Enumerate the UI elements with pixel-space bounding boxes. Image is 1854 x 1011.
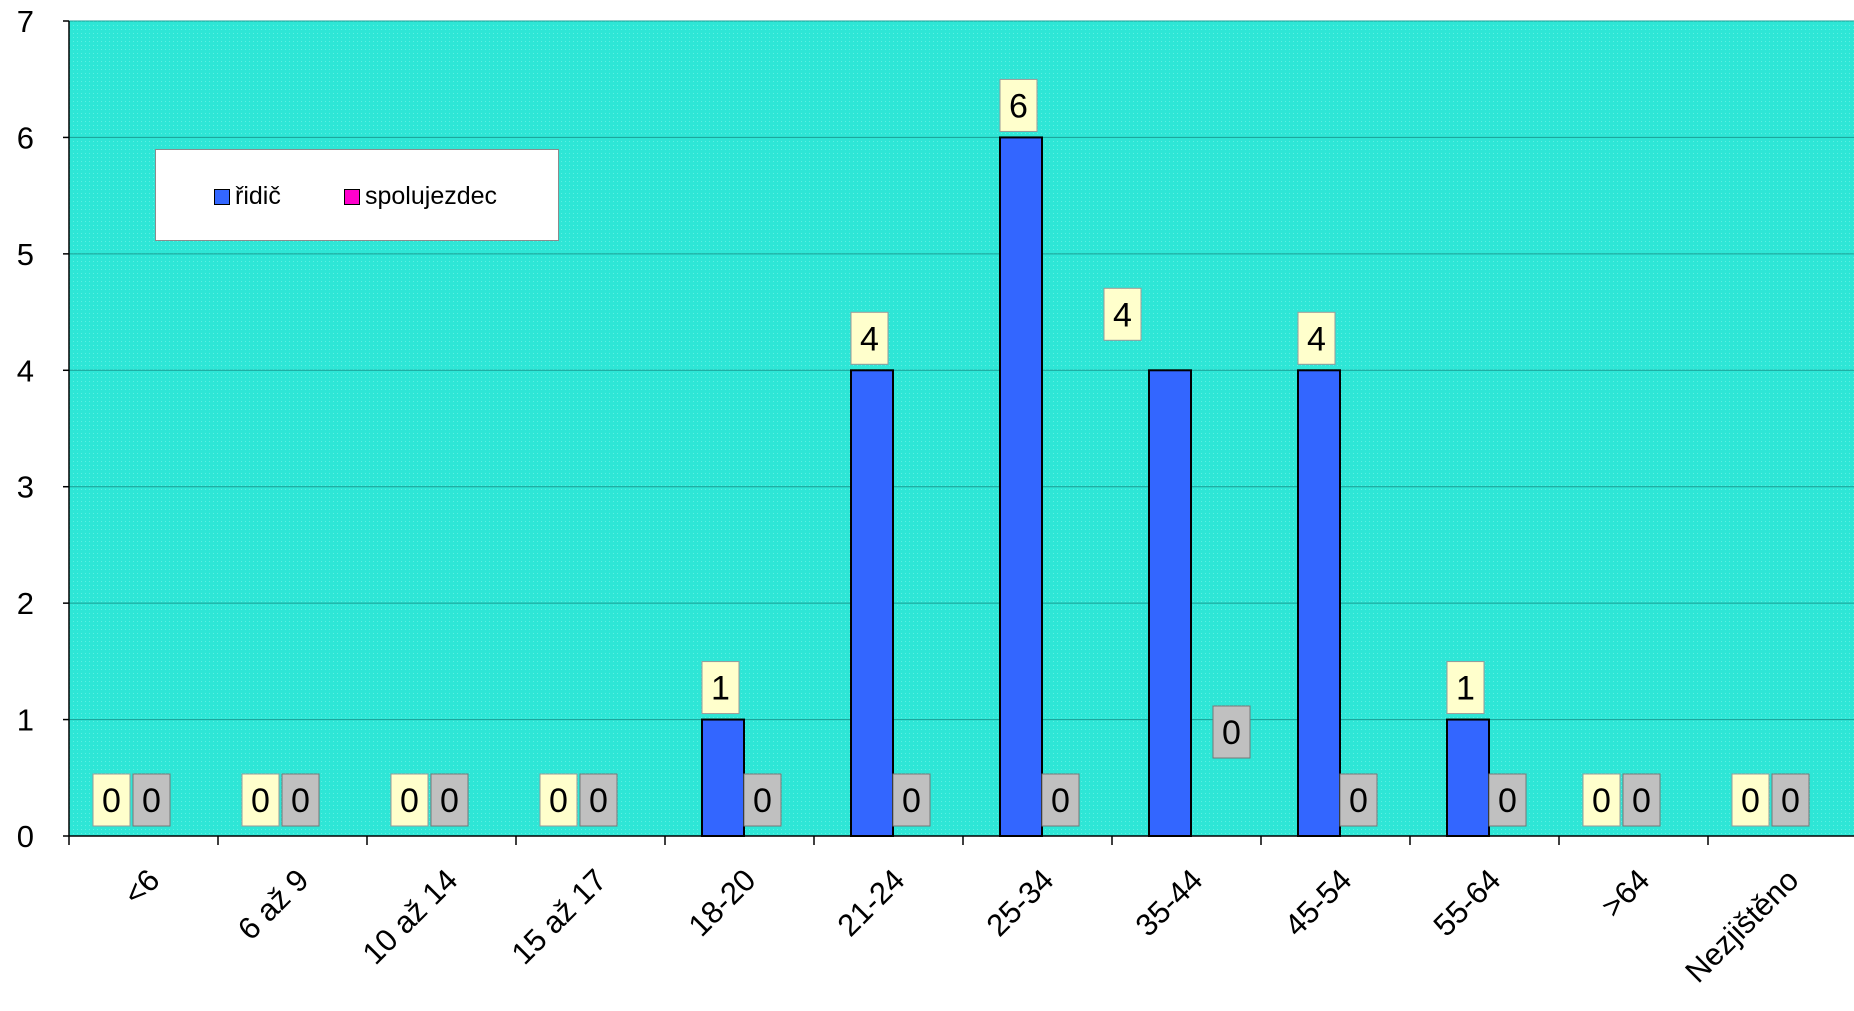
y-tick-label: 1 [17, 703, 34, 738]
legend-swatch-ridic [214, 188, 230, 205]
x-tick-label: 55-64 [1427, 862, 1508, 943]
plot-area [69, 21, 1854, 836]
data-label-ridic: 0 [102, 782, 121, 820]
data-label-spolujezdec-bg [1041, 773, 1080, 827]
data-label-spolujezdec: 0 [1632, 782, 1651, 820]
y-tick-label: 4 [17, 353, 34, 388]
data-label-spolujezdec: 0 [902, 782, 921, 820]
data-label-spolujezdec-bg [1212, 705, 1251, 759]
legend-label-spolujezdec: spolujezdec [365, 182, 498, 210]
x-tick-label: >64 [1595, 862, 1657, 924]
data-label-spolujezdec: 0 [142, 782, 161, 820]
data-label-ridic: 0 [400, 782, 419, 820]
x-tick-label: 25-34 [980, 862, 1061, 943]
data-label-ridic: 4 [860, 320, 879, 358]
data-label-spolujezdec-bg [132, 773, 171, 827]
data-label-ridic: 1 [1456, 670, 1475, 708]
bar-ridic [999, 136, 1043, 837]
y-tick-label: 7 [17, 4, 34, 39]
data-label-ridic-bg [1297, 311, 1336, 365]
x-tick-label: 21-24 [831, 862, 912, 943]
legend-entry-ridic: řidič [214, 182, 281, 211]
data-label-spolujezdec: 0 [1498, 782, 1517, 820]
data-label-spolujezdec-bg [281, 773, 320, 827]
y-tick-label: 6 [17, 120, 34, 155]
x-tick-label: Nezjištěno [1678, 862, 1805, 989]
x-tick-label: 35-44 [1129, 862, 1210, 943]
data-label-ridic: 0 [251, 782, 270, 820]
data-label-spolujezdec: 0 [291, 782, 310, 820]
data-label-ridic-bg [241, 773, 280, 827]
legend-swatch-spolujezdec [344, 188, 360, 205]
data-label-ridic-bg [92, 773, 131, 827]
data-label-ridic: 4 [1113, 296, 1132, 334]
data-label-ridic: 0 [549, 782, 568, 820]
gridlines [69, 20, 1854, 721]
y-tick-label: 3 [17, 470, 34, 505]
x-tick-label: 10 až 14 [356, 862, 465, 971]
data-label-spolujezdec-bg [430, 773, 469, 827]
y-tick-label: 5 [17, 237, 34, 272]
data-label-ridic-bg [539, 773, 578, 827]
data-label-spolujezdec-bg [1339, 773, 1378, 827]
data-label-spolujezdec-bg [1771, 773, 1810, 827]
data-label-spolujezdec: 0 [753, 782, 772, 820]
data-label-spolujezdec: 0 [440, 782, 459, 820]
data-label-ridic: 6 [1009, 87, 1028, 125]
data-label-spolujezdec: 0 [1051, 782, 1070, 820]
legend-label-ridic: řidič [235, 182, 281, 210]
y-tick-label: 2 [17, 586, 34, 621]
data-label-ridic: 1 [711, 670, 730, 708]
legend: řidič spolujezdec [155, 149, 559, 241]
data-label-spolujezdec-bg [1488, 773, 1527, 827]
data-label-spolujezdec: 0 [589, 782, 608, 820]
data-label-spolujezdec-bg [743, 773, 782, 827]
data-label-spolujezdec: 0 [1222, 714, 1241, 752]
data-label-spolujezdec: 0 [1349, 782, 1368, 820]
data-label-ridic-bg [1103, 287, 1142, 341]
data-label-ridic-bg [999, 78, 1038, 132]
y-tick-label: 0 [17, 819, 34, 854]
data-label-ridic-bg [1731, 773, 1770, 827]
data-label-spolujezdec: 0 [1781, 782, 1800, 820]
data-label-ridic-bg [1446, 661, 1485, 715]
x-tick-label: 45-54 [1278, 862, 1359, 943]
legend-entry-spolujezdec: spolujezdec [344, 182, 497, 211]
bar-ridic [850, 369, 894, 837]
data-label-ridic-bg [850, 311, 889, 365]
x-tick-label: 6 až 9 [231, 862, 315, 946]
data-label-ridic: 0 [1592, 782, 1611, 820]
bar-ridic [1148, 369, 1192, 837]
x-tick-label: <6 [117, 862, 167, 912]
data-label-spolujezdec-bg [579, 773, 618, 827]
data-label-ridic: 0 [1741, 782, 1760, 820]
bar-ridic [1446, 718, 1490, 837]
data-label-ridic-bg [390, 773, 429, 827]
x-tick-label: 18-20 [682, 862, 763, 943]
data-label-spolujezdec-bg [892, 773, 931, 827]
data-label-ridic-bg [701, 661, 740, 715]
data-label-spolujezdec-bg [1622, 773, 1661, 827]
data-label-ridic: 4 [1307, 320, 1326, 358]
bar-ridic [1297, 369, 1341, 837]
data-label-ridic-bg [1582, 773, 1621, 827]
x-tick-label: 15 až 17 [505, 862, 614, 971]
bar-ridic [701, 718, 745, 837]
